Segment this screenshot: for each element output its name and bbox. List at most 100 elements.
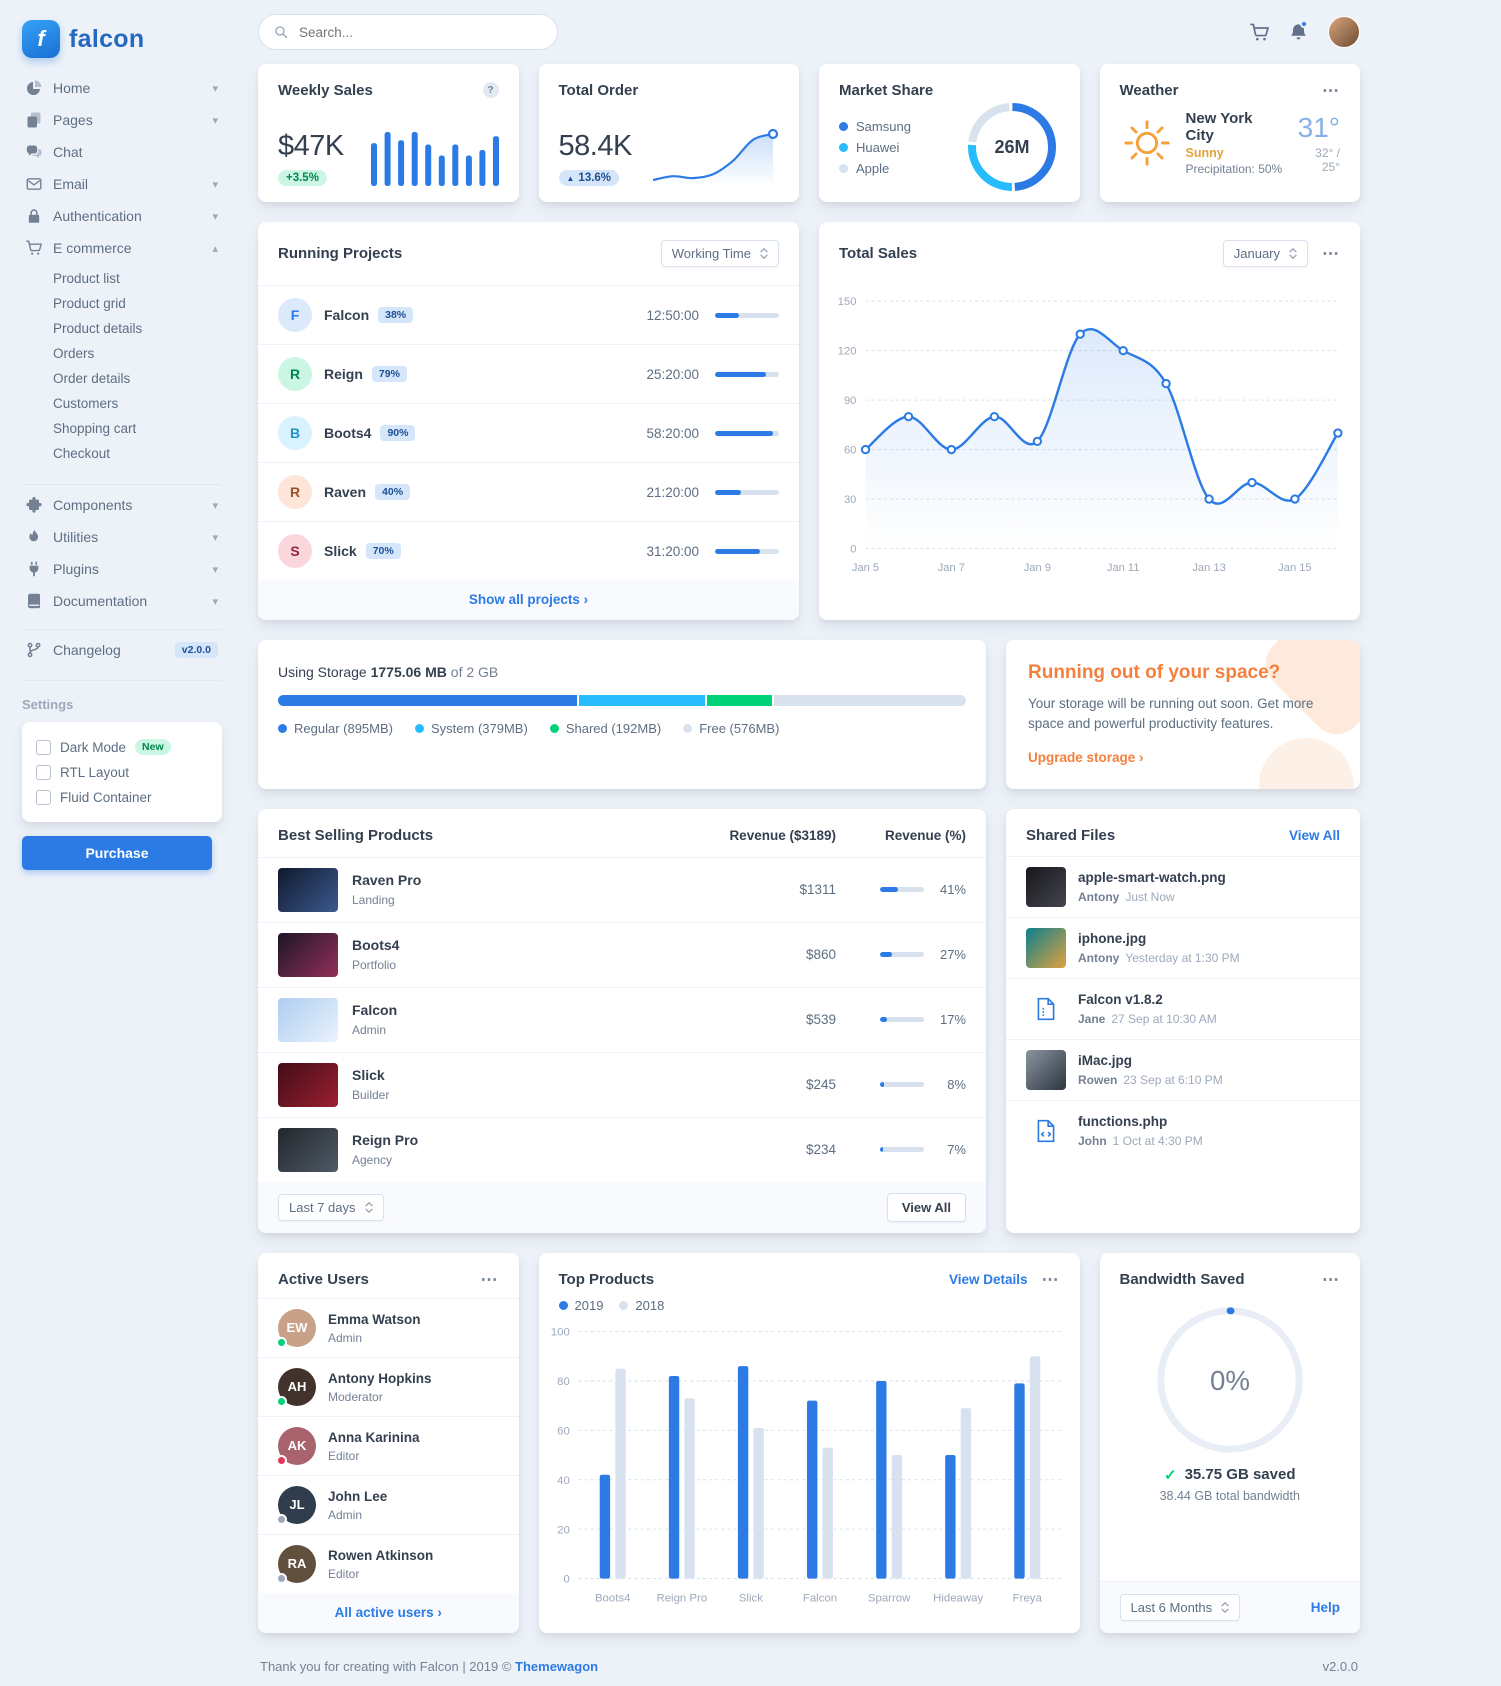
notifications-bell-icon[interactable] [1289, 19, 1308, 42]
storage-segment-shared-192mb- [707, 695, 772, 706]
checkbox[interactable] [36, 739, 51, 755]
working-time-select[interactable]: Working Time [660, 240, 779, 267]
sidebar-item-email[interactable]: Email ▾ [22, 168, 222, 200]
sidebar-subitem-product-list[interactable]: Product list [53, 271, 120, 286]
file-owner[interactable]: John [1078, 1134, 1107, 1148]
sidebar-item-components[interactable]: Components ▾ [22, 484, 222, 521]
file-owner[interactable]: Antony [1078, 890, 1120, 904]
project-percent-badge: 79% [371, 366, 407, 382]
product-name[interactable]: Falcon [352, 1002, 398, 1018]
user-avatar[interactable] [1328, 16, 1360, 48]
all-active-users-link[interactable]: All active users › [334, 1604, 442, 1620]
project-avatar: B [278, 416, 312, 450]
page-footer: Thank you for creating with Falcon | 201… [260, 1659, 1358, 1674]
weather-city: New York City [1185, 109, 1253, 144]
upgrade-storage-link[interactable]: Upgrade storage › [1028, 749, 1144, 765]
weather-menu-icon[interactable]: ⋯ [1322, 81, 1340, 100]
sidebar-item-pages[interactable]: Pages ▾ [22, 104, 222, 136]
sidebar-item-authentication[interactable]: Authentication ▾ [22, 200, 222, 232]
user-role: Admin [328, 1330, 363, 1345]
user-name[interactable]: John Lee [328, 1488, 388, 1504]
shared-files-view-all-link[interactable]: View All [1288, 827, 1340, 843]
file-name[interactable]: functions.php [1078, 1114, 1168, 1129]
sidebar-item-chat[interactable]: Chat [22, 136, 222, 168]
view-all-button[interactable]: View All [886, 1192, 966, 1222]
user-name[interactable]: Anna Karinina [328, 1429, 420, 1445]
file-owner[interactable]: Rowen [1078, 1073, 1118, 1087]
user-name[interactable]: Rowen Atkinson [328, 1547, 434, 1563]
product-thumbnail [278, 997, 338, 1042]
storage-segment-regular-895mb- [278, 695, 577, 706]
user-name[interactable]: Emma Watson [328, 1311, 421, 1327]
project-name[interactable]: Raven [324, 484, 367, 500]
top-products-menu-icon[interactable]: ⋯ [1041, 1269, 1060, 1289]
revenue-header: Revenue ($3189) [729, 827, 836, 843]
legend-label: Huawei [856, 139, 900, 155]
search-input[interactable] [297, 23, 542, 41]
total-sales-menu-icon[interactable]: ⋯ [1322, 244, 1340, 263]
sidebar-item-plugins[interactable]: Plugins ▾ [22, 553, 222, 585]
product-name[interactable]: Slick [352, 1067, 385, 1083]
help-icon[interactable]: ? [482, 82, 499, 98]
themewagon-link[interactable]: Themewagon [515, 1658, 599, 1674]
product-revenue: $539 [805, 1012, 836, 1027]
sidebar-subitem-orders[interactable]: Orders [53, 346, 95, 361]
sidebar-item-home[interactable]: Home ▾ [22, 72, 222, 104]
month-select[interactable]: January [1222, 240, 1308, 267]
bandwidth-menu-icon[interactable]: ⋯ [1322, 1269, 1340, 1289]
shopping-cart-icon[interactable] [1250, 23, 1269, 42]
sidebar-subitem-shopping-cart[interactable]: Shopping cart [53, 421, 137, 436]
search-box[interactable] [258, 14, 558, 50]
file-name[interactable]: apple-smart-watch.png [1078, 870, 1226, 885]
user-row-rowen-atkinson: RA Rowen Atkinson Editor [258, 1533, 519, 1593]
product-name[interactable]: Raven Pro [352, 872, 422, 888]
sidebar-item-changelog[interactable]: Changelog v2.0.0 [22, 629, 222, 666]
revenue-percent-bar [880, 1017, 924, 1022]
sidebar-subitem-product-details[interactable]: Product details [53, 321, 143, 336]
project-name[interactable]: Boots4 [324, 425, 372, 441]
product-name[interactable]: Boots4 [352, 937, 400, 953]
sidebar-subitem-checkout[interactable]: Checkout [53, 446, 111, 461]
total-order-line-chart [647, 124, 779, 186]
period-select[interactable]: Last 6 Months [1119, 1593, 1241, 1621]
total-order-delta-badge: ▲ 13.6% [558, 170, 620, 186]
project-progress-bar [715, 430, 779, 436]
weekly-sales-card: Weekly Sales ? $47K +3.5% [258, 64, 519, 202]
user-name[interactable]: Antony Hopkins [328, 1370, 432, 1386]
setting-dark-mode[interactable]: Dark Mode New [36, 734, 208, 760]
sidebar-item-documentation[interactable]: Documentation ▾ [22, 585, 222, 617]
product-name[interactable]: Reign Pro [352, 1132, 419, 1148]
file-owner[interactable]: Antony [1078, 951, 1120, 965]
chevron-down-icon: ▾ [212, 595, 218, 608]
show-all-projects-link[interactable]: Show all projects › [468, 592, 589, 607]
sidebar-item-utilities[interactable]: Utilities ▾ [22, 521, 222, 553]
sidebar-subitem-order-details[interactable]: Order details [53, 371, 131, 386]
help-link[interactable]: Help [1310, 1599, 1340, 1615]
storage-total: of 2 GB [450, 664, 499, 680]
file-name[interactable]: iphone.jpg [1078, 931, 1147, 946]
puzzle-icon [26, 497, 42, 513]
sidebar-subitem-product-grid[interactable]: Product grid [53, 296, 126, 311]
setting-fluid-container[interactable]: Fluid Container [36, 785, 208, 810]
checkbox[interactable] [36, 765, 51, 780]
project-name[interactable]: Reign [324, 366, 363, 382]
file-owner[interactable]: Jane [1078, 1012, 1106, 1026]
date-range-select[interactable]: Last 7 days [278, 1193, 384, 1221]
project-name[interactable]: Slick [324, 543, 357, 559]
product-category: Agency [352, 1153, 393, 1167]
chart-pie-icon [26, 80, 42, 96]
sidebar-item-e-commerce[interactable]: E commerce ▴ [22, 232, 222, 264]
sidebar-subitem-customers[interactable]: Customers [53, 396, 119, 411]
file-name[interactable]: Falcon v1.8.2 [1078, 992, 1163, 1007]
brand[interactable]: f falcon [22, 12, 222, 72]
project-name[interactable]: Falcon [324, 307, 370, 323]
project-avatar: R [278, 357, 312, 391]
checkbox[interactable] [36, 790, 51, 805]
file-name[interactable]: iMac.jpg [1078, 1053, 1133, 1068]
active-users-menu-icon[interactable]: ⋯ [480, 1269, 499, 1289]
projects-list: F Falcon 38% 12:50:00 R Reign 79% 25:20:00 B Boot… [258, 285, 799, 580]
active-users-card: Active Users ⋯ EW Emma Watson Admin AH Anton… [258, 1252, 519, 1633]
purchase-button[interactable]: Purchase [22, 836, 212, 870]
view-details-link[interactable]: View Details [948, 1271, 1028, 1287]
setting-rtl-layout[interactable]: RTL Layout [36, 760, 208, 785]
